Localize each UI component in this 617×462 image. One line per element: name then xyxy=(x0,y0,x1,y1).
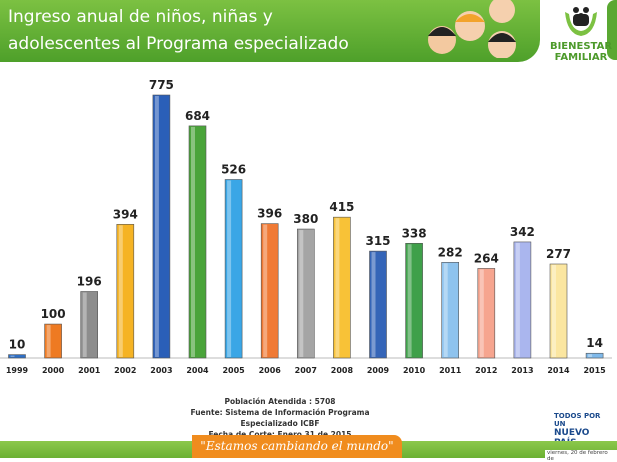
bar-highlight xyxy=(479,269,484,357)
bar-2004 xyxy=(188,125,207,359)
data-label-2006: 396 xyxy=(257,207,282,221)
bar-1999 xyxy=(8,354,26,359)
bar-highlight xyxy=(443,263,448,357)
poblacion-atendida: Población Atendida : 5708 xyxy=(224,397,336,406)
bar-chart: 10 1999 100 2000 196 2001 394 2002 775 2003 684 200… xyxy=(0,78,612,375)
data-label-2010: 338 xyxy=(402,226,427,240)
bar-highlight xyxy=(191,126,195,357)
data-label-2004: 684 xyxy=(185,109,210,123)
bar-2009 xyxy=(369,250,387,359)
bar-2001 xyxy=(80,291,98,359)
children-illustration xyxy=(428,0,516,58)
bar-2015 xyxy=(585,352,604,359)
data-label-2003: 775 xyxy=(149,78,174,92)
bar-highlight xyxy=(515,242,520,357)
bar-highlight xyxy=(46,325,51,357)
bar-highlight xyxy=(335,218,340,357)
tick-label-2013: 2013 xyxy=(511,366,533,375)
bar-highlight xyxy=(82,292,87,357)
data-label-2011: 282 xyxy=(438,245,463,259)
data-label-2009: 315 xyxy=(365,234,390,248)
bar-2008 xyxy=(333,216,351,359)
bar-2003 xyxy=(152,94,171,359)
fuente: Fuente: Sistema de Información Programa … xyxy=(190,408,370,428)
bar-2007 xyxy=(296,228,315,359)
bar-2011 xyxy=(441,262,460,359)
tick-label-2014: 2014 xyxy=(547,366,570,375)
bar-2005 xyxy=(224,179,243,359)
tick-label-2010: 2010 xyxy=(403,366,426,375)
bar-highlight xyxy=(263,224,268,357)
data-label-2014: 277 xyxy=(546,247,571,261)
bar-2010 xyxy=(405,242,423,359)
date-label: viernes, 20 de febrero de xyxy=(545,450,617,462)
bar-highlight xyxy=(299,230,304,357)
tick-label-2009: 2009 xyxy=(367,366,390,375)
bar-2014 xyxy=(549,263,568,359)
tick-label-1999: 1999 xyxy=(6,366,29,375)
data-label-2005: 526 xyxy=(221,162,246,176)
data-label-2015: 14 xyxy=(586,336,603,350)
bar-2000 xyxy=(44,323,62,359)
data-label-2013: 342 xyxy=(510,225,535,239)
tick-label-2007: 2007 xyxy=(295,366,317,375)
tick-label-2008: 2008 xyxy=(331,366,354,375)
gov-line-1: TODOS POR UN xyxy=(554,412,601,428)
tick-label-2002: 2002 xyxy=(114,366,136,375)
bar-highlight xyxy=(552,264,556,357)
tick-label-2000: 2000 xyxy=(42,366,65,375)
bienestar-familiar-logo: BIENESTAR FAMILIAR xyxy=(548,2,614,63)
bar-highlight xyxy=(407,244,412,357)
data-label-2001: 196 xyxy=(77,274,102,288)
tick-label-2003: 2003 xyxy=(150,366,172,375)
bar-2002 xyxy=(116,223,135,359)
bar-highlight xyxy=(227,180,232,357)
tick-label-2012: 2012 xyxy=(475,366,497,375)
fecha-corte: Fecha de Corte: Enero 31 de 2015 xyxy=(170,429,390,440)
slide-title: Ingreso anual de niños, niñas y adolesce… xyxy=(8,4,349,58)
tick-label-2005: 2005 xyxy=(222,366,245,375)
bar-2006 xyxy=(260,223,279,359)
logo-text-2: FAMILIAR xyxy=(554,52,608,63)
data-label-2012: 264 xyxy=(474,251,499,265)
title-line-1: Ingreso anual de niños, niñas y xyxy=(8,7,273,27)
bar-highlight xyxy=(118,225,123,357)
data-label-2000: 100 xyxy=(41,307,66,321)
data-label-2002: 394 xyxy=(113,207,138,221)
data-label-2007: 380 xyxy=(293,212,318,226)
data-label-2008: 415 xyxy=(329,200,354,214)
title-line-2: adolescentes al Programa especializado xyxy=(8,34,349,54)
logo-text-1: BIENESTAR xyxy=(549,41,613,52)
family-hands-icon xyxy=(565,7,597,36)
slogan: "Estamos cambiando el mundo" xyxy=(192,435,402,458)
bar-highlight xyxy=(371,252,376,357)
tick-label-2006: 2006 xyxy=(259,366,282,375)
bar-2013 xyxy=(513,241,532,359)
bar-highlight xyxy=(154,96,159,357)
chart-notes: Población Atendida : 5708 Fuente: Sistem… xyxy=(170,396,390,440)
bar-highlight xyxy=(10,355,15,357)
data-label-1999: 10 xyxy=(9,338,26,352)
header-accent xyxy=(607,0,617,60)
tick-label-2011: 2011 xyxy=(439,366,462,375)
bar-2012 xyxy=(477,268,496,359)
tick-label-2004: 2004 xyxy=(186,366,209,375)
bar-highlight xyxy=(588,354,593,357)
header-banner: Ingreso anual de niños, niñas y adolesce… xyxy=(0,0,540,62)
tick-label-2015: 2015 xyxy=(583,366,606,375)
tick-label-2001: 2001 xyxy=(78,366,101,375)
